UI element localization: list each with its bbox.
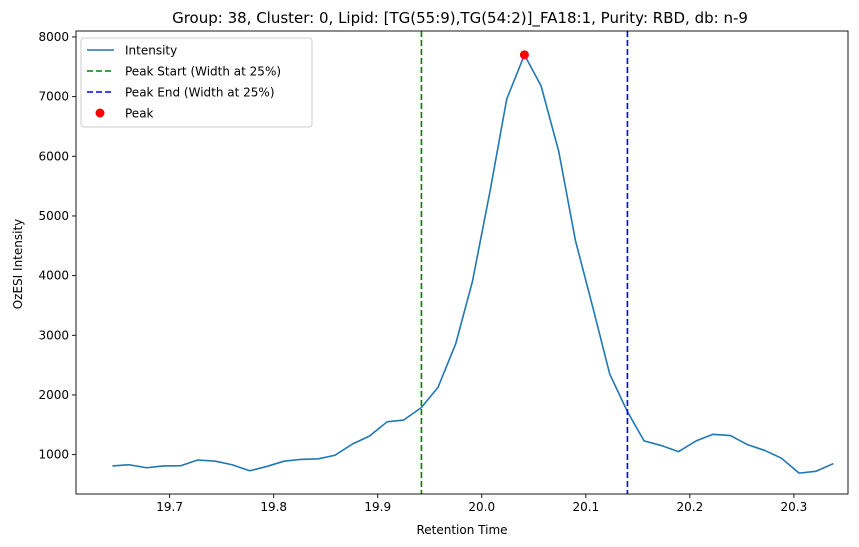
x-tick-label: 19.7 bbox=[156, 500, 183, 514]
x-tick-label: 20.1 bbox=[572, 500, 599, 514]
y-tick-label: 1000 bbox=[38, 448, 69, 462]
plot-area bbox=[112, 31, 834, 494]
y-axis-label: OzESI Intensity bbox=[11, 219, 25, 310]
y-tick-label: 3000 bbox=[38, 328, 69, 342]
y-tick-label: 5000 bbox=[38, 209, 69, 223]
x-tick-label: 20.3 bbox=[781, 500, 808, 514]
x-axis-label: Retention Time bbox=[416, 523, 507, 537]
x-tick-label: 20.2 bbox=[676, 500, 703, 514]
y-tick-label: 8000 bbox=[38, 30, 69, 44]
x-tick-label: 20.0 bbox=[468, 500, 495, 514]
legend-swatch-peak bbox=[95, 108, 105, 118]
y-tick-label: 6000 bbox=[38, 149, 69, 163]
axes: 19.7 19.8 19.9 20.0 20.1 20.2 20.3 1000 2000 3000… bbox=[38, 30, 849, 514]
legend: Intensity Peak Start (Width at 25%) Peak E… bbox=[80, 37, 313, 128]
legend-label: Peak End (Width at 25%) bbox=[125, 86, 275, 100]
y-tick-label: 7000 bbox=[38, 90, 69, 104]
chart-title: Group: 38, Cluster: 0, Lipid: [TG(55:9),… bbox=[172, 9, 748, 28]
legend-label: Peak Start (Width at 25%) bbox=[125, 65, 281, 79]
y-tick-label: 2000 bbox=[38, 388, 69, 402]
legend-label: Peak bbox=[125, 107, 154, 121]
series-line-intensity bbox=[112, 54, 834, 474]
x-tick-label: 19.8 bbox=[260, 500, 287, 514]
peak-point bbox=[519, 50, 529, 60]
x-tick-label: 19.9 bbox=[364, 500, 391, 514]
legend-box bbox=[80, 37, 313, 128]
legend-label: Intensity bbox=[125, 44, 177, 58]
y-tick-label: 4000 bbox=[38, 269, 69, 283]
plot-frame bbox=[75, 30, 849, 495]
